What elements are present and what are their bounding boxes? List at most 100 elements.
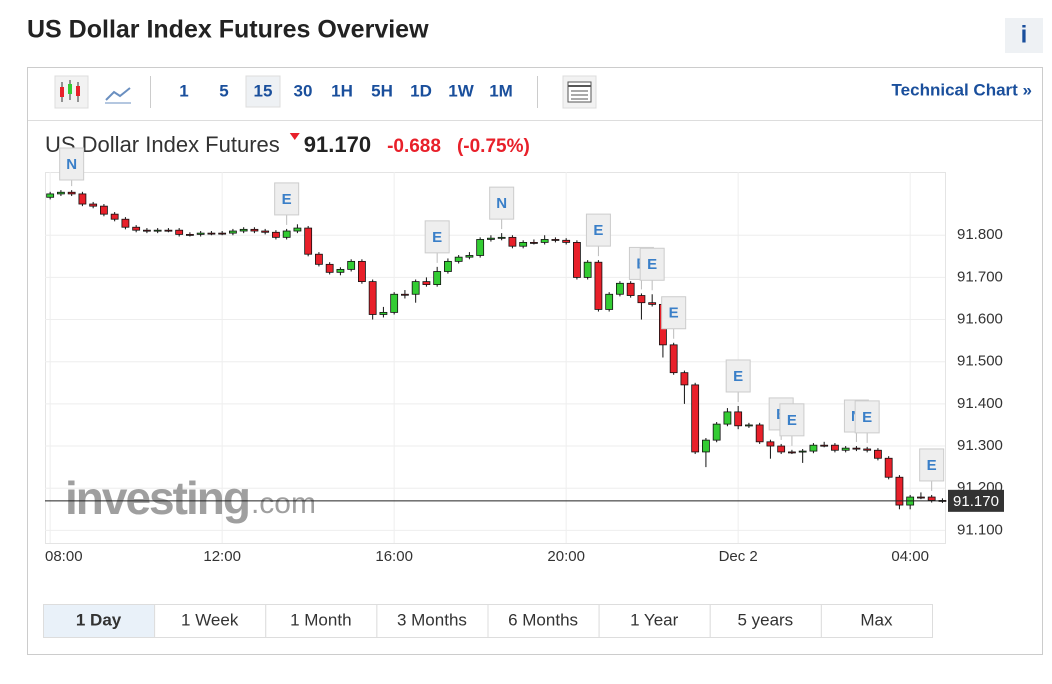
interval-button[interactable]: 1H bbox=[331, 81, 353, 100]
interval-button[interactable]: 1M bbox=[489, 81, 513, 100]
candle-body bbox=[788, 451, 796, 454]
candle-body bbox=[820, 444, 829, 447]
event-label[interactable]: N bbox=[496, 195, 507, 212]
event-marker[interactable] bbox=[59, 147, 85, 181]
candle-chart-icon[interactable] bbox=[54, 75, 89, 109]
candle-body bbox=[46, 193, 55, 198]
interval-button[interactable]: 5H bbox=[371, 81, 393, 100]
candle-body bbox=[702, 439, 710, 453]
candle-body bbox=[239, 228, 248, 232]
price-change-percent: (-0.75%) bbox=[457, 136, 530, 157]
info-button[interactable] bbox=[1005, 18, 1043, 53]
plot-frame bbox=[45, 172, 946, 544]
candle-body bbox=[616, 282, 624, 295]
event-label[interactable]: E bbox=[282, 191, 292, 208]
range-label[interactable]: 1 Week bbox=[181, 610, 239, 629]
event-label[interactable]: E bbox=[647, 256, 657, 273]
range-label[interactable]: 1 Month bbox=[290, 610, 351, 629]
candle-body bbox=[573, 242, 581, 278]
event-label[interactable]: E bbox=[733, 368, 743, 385]
range-label[interactable]: 3 Months bbox=[397, 610, 467, 629]
widget-frame bbox=[27, 67, 1043, 655]
down-arrow bbox=[289, 133, 300, 140]
candle-body bbox=[831, 444, 839, 451]
range-label[interactable]: Max bbox=[860, 610, 893, 629]
info-icon[interactable]: i bbox=[1021, 21, 1028, 48]
candle-body bbox=[669, 344, 678, 374]
range-button[interactable] bbox=[820, 604, 933, 638]
candle-body bbox=[798, 450, 807, 453]
event-marker[interactable] bbox=[639, 247, 665, 281]
candle-body bbox=[304, 227, 313, 255]
candle-body bbox=[433, 271, 442, 285]
event-label[interactable]: E bbox=[862, 409, 872, 426]
candle-body bbox=[390, 293, 399, 313]
candle-body bbox=[648, 302, 657, 305]
interval-button[interactable]: 1W bbox=[448, 81, 474, 100]
event-label[interactable]: E bbox=[432, 229, 442, 246]
candle-body bbox=[282, 230, 291, 238]
candle-body bbox=[57, 191, 65, 195]
candle-body bbox=[315, 253, 323, 265]
candle-body bbox=[766, 441, 775, 447]
candle-body bbox=[723, 411, 732, 425]
range-label[interactable]: 6 Months bbox=[508, 610, 578, 629]
candle-body bbox=[465, 255, 474, 258]
line-chart-icon[interactable] bbox=[105, 87, 131, 104]
range-button[interactable] bbox=[376, 604, 489, 638]
candle-body bbox=[841, 447, 850, 451]
candle-body bbox=[487, 237, 495, 240]
range-button[interactable] bbox=[154, 604, 267, 638]
candle-body bbox=[153, 229, 162, 232]
candle-body bbox=[927, 496, 936, 501]
technical-chart-link[interactable]: Technical Chart » bbox=[892, 80, 1032, 99]
candle-body bbox=[411, 281, 420, 295]
interval-button[interactable]: 5 bbox=[219, 81, 228, 100]
interval-button[interactable]: 1D bbox=[410, 81, 432, 100]
candle-body bbox=[444, 260, 452, 272]
candle-body bbox=[207, 232, 216, 235]
range-button[interactable] bbox=[487, 604, 600, 638]
event-marker[interactable] bbox=[725, 359, 751, 393]
candle-body bbox=[497, 236, 506, 239]
event-label[interactable]: E bbox=[787, 412, 797, 429]
candle-body bbox=[745, 424, 753, 427]
candle-body bbox=[164, 229, 173, 232]
last-price-box bbox=[948, 489, 1004, 512]
candle-body bbox=[67, 191, 76, 195]
interval-button[interactable]: 15 bbox=[254, 81, 273, 100]
interval-button[interactable]: 30 bbox=[294, 81, 313, 100]
candle-body bbox=[78, 193, 87, 205]
range-label[interactable]: 1 Year bbox=[630, 610, 679, 629]
candle-body bbox=[712, 423, 721, 441]
event-label[interactable]: E bbox=[927, 457, 937, 474]
range-button[interactable] bbox=[43, 604, 156, 638]
range-label[interactable]: 1 Day bbox=[76, 610, 122, 629]
settings-icon[interactable] bbox=[562, 75, 597, 109]
candle-body bbox=[551, 239, 560, 241]
range-label[interactable]: 5 years bbox=[737, 610, 793, 629]
event-label[interactable]: E bbox=[669, 305, 679, 322]
event-label[interactable]: N bbox=[66, 156, 77, 173]
event-marker[interactable] bbox=[585, 213, 611, 247]
interval-selected[interactable] bbox=[245, 75, 281, 108]
candle-body bbox=[605, 293, 614, 310]
event-marker[interactable] bbox=[919, 448, 945, 482]
candle-body bbox=[89, 203, 98, 207]
candle-body bbox=[734, 411, 743, 427]
event-label[interactable]: E bbox=[593, 222, 603, 239]
event-marker[interactable] bbox=[489, 186, 515, 220]
y-tick-label: 91.600 bbox=[957, 311, 1003, 328]
event-marker[interactable] bbox=[661, 296, 687, 330]
range-button[interactable] bbox=[598, 604, 711, 638]
event-marker[interactable] bbox=[854, 400, 880, 434]
y-tick-label: 91.100 bbox=[957, 521, 1003, 538]
interval-button[interactable]: 1 bbox=[179, 81, 188, 100]
event-marker[interactable] bbox=[424, 220, 450, 254]
y-tick-label: 91.300 bbox=[957, 437, 1003, 454]
candle-body bbox=[336, 268, 345, 273]
event-marker[interactable] bbox=[779, 403, 805, 437]
x-tick-label: 16:00 bbox=[375, 548, 413, 565]
event-marker[interactable] bbox=[274, 182, 300, 216]
